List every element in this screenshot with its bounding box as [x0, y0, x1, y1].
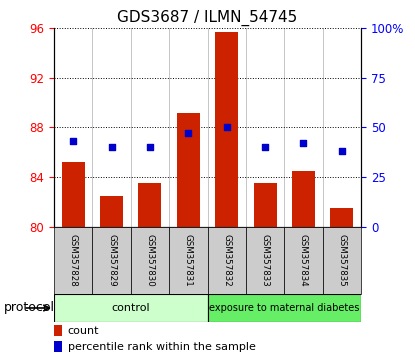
Bar: [208, 227, 246, 294]
Point: [70, 138, 76, 144]
Text: control: control: [111, 303, 150, 313]
Text: GSM357834: GSM357834: [299, 234, 308, 287]
Bar: [131, 227, 169, 294]
Point: [146, 144, 153, 150]
Bar: [54, 294, 208, 322]
Text: GSM357830: GSM357830: [145, 234, 154, 287]
Bar: [54, 227, 92, 294]
Point: [185, 131, 192, 136]
Bar: [292, 171, 315, 227]
Text: GSM357835: GSM357835: [337, 234, 347, 287]
Text: GSM357829: GSM357829: [107, 234, 116, 286]
Point: [339, 148, 345, 154]
Point: [262, 144, 269, 150]
Bar: [246, 227, 284, 294]
Bar: [62, 162, 85, 227]
Text: GSM357832: GSM357832: [222, 234, 231, 287]
Point: [223, 125, 230, 130]
Bar: [284, 227, 323, 294]
Text: count: count: [68, 326, 99, 336]
Bar: [215, 32, 238, 227]
Bar: [54, 325, 62, 336]
Text: percentile rank within the sample: percentile rank within the sample: [68, 342, 256, 352]
Bar: [254, 183, 276, 227]
Text: protocol: protocol: [4, 302, 55, 314]
Bar: [177, 113, 200, 227]
Bar: [93, 227, 131, 294]
Text: GSM357828: GSM357828: [68, 234, 78, 287]
Text: exposure to maternal diabetes: exposure to maternal diabetes: [209, 303, 359, 313]
Point: [300, 141, 307, 146]
Bar: [330, 208, 354, 227]
Point: [108, 144, 115, 150]
Bar: [139, 183, 161, 227]
Bar: [208, 294, 361, 322]
Title: GDS3687 / ILMN_54745: GDS3687 / ILMN_54745: [117, 9, 298, 25]
Text: GSM357833: GSM357833: [261, 234, 270, 287]
Bar: [100, 195, 123, 227]
Bar: [169, 227, 208, 294]
Bar: [54, 341, 62, 353]
Text: GSM357831: GSM357831: [184, 234, 193, 287]
Bar: [323, 227, 361, 294]
